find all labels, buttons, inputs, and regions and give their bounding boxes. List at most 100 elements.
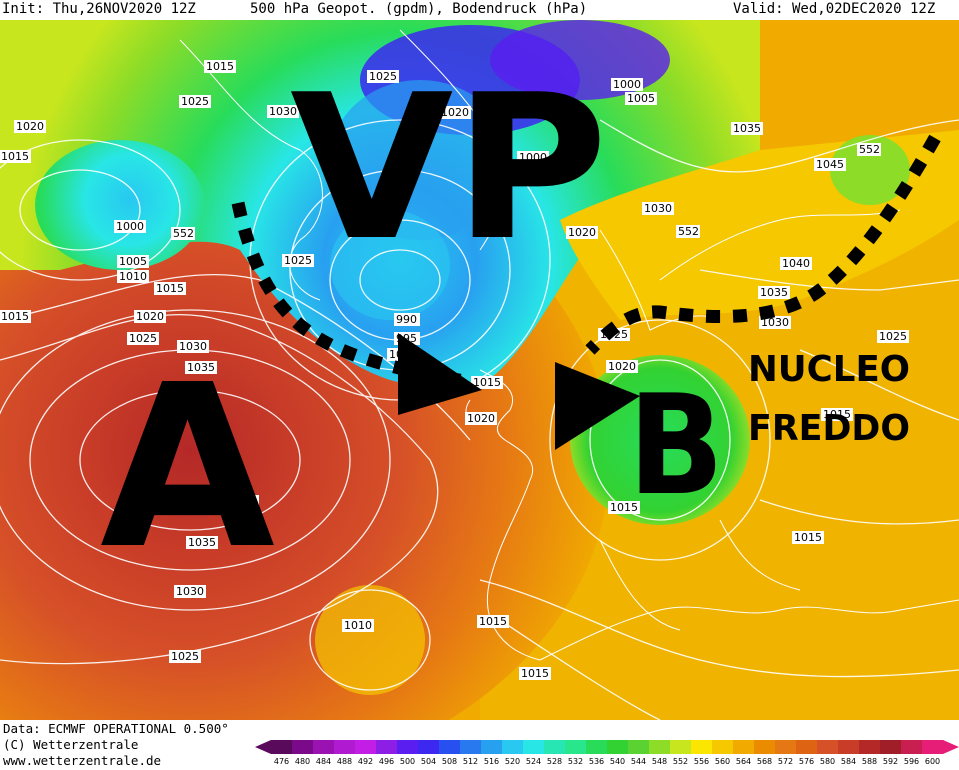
pressure-label: 552: [676, 225, 700, 238]
svg-text:1015: 1015: [1, 150, 29, 163]
arrowhead-west: [398, 333, 482, 415]
pressure-label: 1005: [117, 255, 149, 268]
scale-swatch: [922, 740, 944, 754]
scale-label: 548: [652, 757, 667, 766]
pressure-label: 1045: [814, 158, 846, 171]
scale-swatch: [859, 740, 881, 754]
svg-text:1020: 1020: [16, 120, 44, 133]
pressure-label: 1030: [642, 202, 674, 215]
svg-text:990: 990: [396, 313, 417, 326]
weather-map: 1015 1025 1030 1025 1020 1015 1000 1005 …: [0, 20, 959, 720]
svg-text:1015: 1015: [794, 531, 822, 544]
pressure-label: 1025: [282, 254, 314, 267]
website-link[interactable]: www.wetterzentrale.de: [3, 753, 162, 768]
pressure-label: 1025: [127, 332, 159, 345]
svg-text:552: 552: [678, 225, 699, 238]
scale-label: 564: [736, 757, 751, 766]
pressure-label: 1000: [611, 78, 643, 91]
scale-label: 484: [316, 757, 331, 766]
scale-swatch: [481, 740, 503, 754]
svg-text:1015: 1015: [156, 282, 184, 295]
scale-label: 504: [421, 757, 436, 766]
scale-label: 600: [925, 757, 940, 766]
scale-swatch: [712, 740, 734, 754]
scale-label: 596: [904, 757, 919, 766]
svg-text:1015: 1015: [610, 501, 638, 514]
scale-label: 488: [337, 757, 352, 766]
scale-label: 584: [841, 757, 856, 766]
freddo-label: FREDDO: [748, 408, 910, 449]
scale-label: 568: [757, 757, 772, 766]
svg-text:1025: 1025: [181, 95, 209, 108]
svg-text:1020: 1020: [568, 226, 596, 239]
pressure-label: 1040: [227, 495, 259, 508]
nucleo-label: NUCLEO: [748, 349, 910, 390]
scale-arrow-high: [943, 740, 959, 754]
pressure-label: 1030: [177, 340, 209, 353]
scale-swatch: [397, 740, 419, 754]
pressure-label: 1030: [759, 316, 791, 329]
svg-text:1000: 1000: [613, 78, 641, 91]
scale-label: 588: [862, 757, 877, 766]
svg-text:552: 552: [173, 227, 194, 240]
svg-text:1015: 1015: [521, 667, 549, 680]
pressure-label: 1015: [204, 60, 236, 73]
pressure-label: 1025: [367, 70, 399, 83]
svg-text:1010: 1010: [119, 270, 147, 283]
pressure-label: 1015: [0, 150, 31, 163]
scale-label: 508: [442, 757, 457, 766]
scale-swatch: [439, 740, 461, 754]
pressure-label: 1025: [169, 650, 201, 663]
small-low-east: [830, 135, 910, 205]
scale-label: 576: [799, 757, 814, 766]
scale-label: 528: [547, 757, 562, 766]
scale-label: 592: [883, 757, 898, 766]
scale-swatch: [376, 740, 398, 754]
pressure-label: 1010: [342, 619, 374, 632]
scale-swatch: [691, 740, 713, 754]
svg-text:1025: 1025: [369, 70, 397, 83]
scale-swatch: [670, 740, 692, 754]
svg-text:1035: 1035: [733, 122, 761, 135]
copyright: (C) Wetterzentrale: [3, 737, 139, 752]
scale-label: 512: [463, 757, 478, 766]
svg-text:1005: 1005: [119, 255, 147, 268]
pressure-label: 1035: [758, 286, 790, 299]
scale-swatch: [838, 740, 860, 754]
pressure-label: 1020: [606, 360, 638, 373]
svg-text:1010: 1010: [344, 619, 372, 632]
scale-swatch: [565, 740, 587, 754]
pressure-label: 552: [857, 143, 881, 156]
scale-label: 480: [295, 757, 310, 766]
pressure-label: 1020: [439, 106, 471, 119]
svg-text:1015: 1015: [823, 408, 851, 421]
svg-text:1030: 1030: [644, 202, 672, 215]
pressure-label: 1015: [519, 667, 551, 680]
scale-label: 580: [820, 757, 835, 766]
svg-text:1025: 1025: [171, 650, 199, 663]
pressure-label: 1030: [174, 585, 206, 598]
svg-text:1045: 1045: [816, 158, 844, 171]
scale-label: 556: [694, 757, 709, 766]
b-label: B: [628, 365, 724, 526]
pressure-label: 1035: [186, 536, 218, 549]
svg-text:1015: 1015: [206, 60, 234, 73]
svg-text:1025: 1025: [879, 330, 907, 343]
scale-label: 516: [484, 757, 499, 766]
scale-label: 540: [610, 757, 625, 766]
scale-label: 560: [715, 757, 730, 766]
svg-text:1020: 1020: [467, 412, 495, 425]
scale-swatch: [733, 740, 755, 754]
pressure-label: 1020: [134, 310, 166, 323]
pressure-label: 1025: [877, 330, 909, 343]
svg-text:1020: 1020: [441, 106, 469, 119]
scale-swatch: [607, 740, 629, 754]
pressure-label: 1010: [117, 270, 149, 283]
scale-label: 524: [526, 757, 541, 766]
pressure-label: 990: [394, 313, 420, 326]
pressure-label: 1020: [566, 226, 598, 239]
pressure-label: 1015: [792, 531, 824, 544]
data-source: Data: ECMWF OPERATIONAL 0.500°: [3, 721, 229, 736]
scale-label: 492: [358, 757, 373, 766]
svg-text:1015: 1015: [473, 376, 501, 389]
